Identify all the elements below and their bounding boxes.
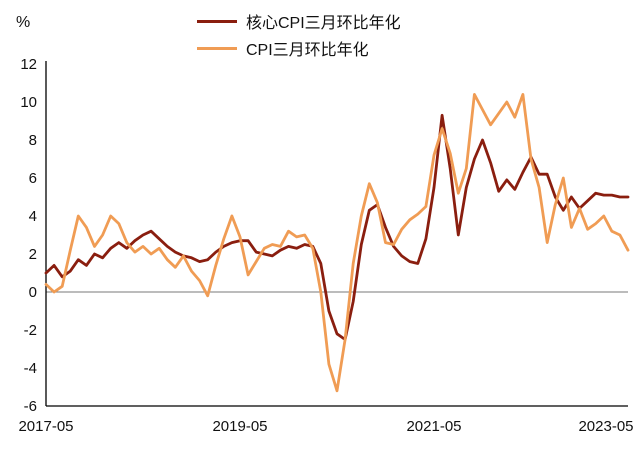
- y-tick-label: 2: [29, 246, 37, 263]
- legend-item-core-cpi: 核心CPI三月环比年化: [197, 11, 401, 32]
- y-tick-label: 4: [29, 208, 37, 225]
- legend-label-core-cpi: 核心CPI三月环比年化: [246, 15, 401, 32]
- x-tick-label: 2023-05: [578, 418, 633, 435]
- legend-line-swatch-core-cpi: [197, 19, 237, 23]
- legend: 核心CPI三月环比年化 CPI三月环比年化: [197, 11, 401, 59]
- y-tick-label: 0: [29, 284, 37, 301]
- y-tick-label: 12: [20, 56, 37, 73]
- y-tick-label: 8: [29, 132, 37, 149]
- y-axis-unit-label: %: [16, 14, 31, 31]
- series-line-1: [44, 93, 630, 393]
- series-line-0: [44, 113, 630, 341]
- x-tick-label: 2021-05: [406, 418, 461, 435]
- y-tick-label: 10: [20, 94, 37, 111]
- y-tick-label: 6: [29, 170, 37, 187]
- legend-line-swatch-cpi: [197, 46, 237, 50]
- y-tick-label: -2: [24, 322, 37, 339]
- x-tick-label: 2019-05: [212, 418, 267, 435]
- x-tick-label: 2017-05: [18, 418, 73, 435]
- legend-item-cpi: CPI三月环比年化: [197, 38, 401, 59]
- y-tick-label: -4: [24, 360, 37, 377]
- legend-label-cpi: CPI三月环比年化: [246, 42, 369, 59]
- y-tick-label: -6: [24, 398, 37, 415]
